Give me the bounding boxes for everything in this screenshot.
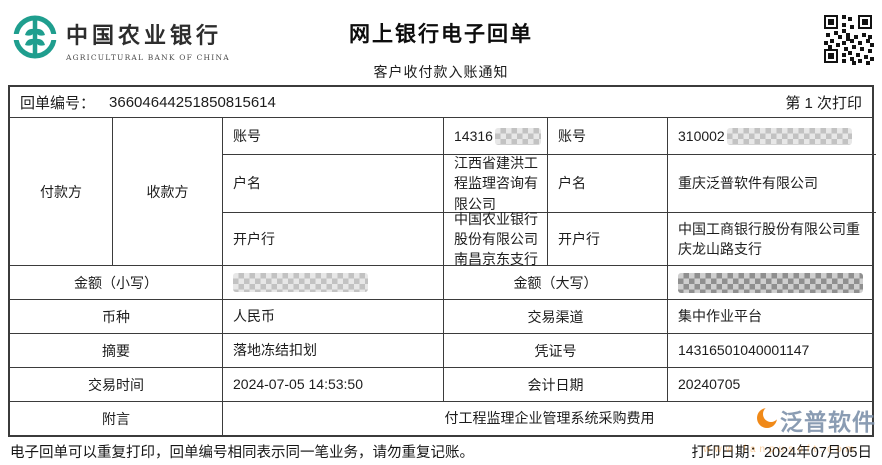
bank-name-block: 中国农业银行 AGRICULTURAL BANK OF CHINA	[66, 18, 230, 62]
payee-account-value: 310002	[667, 118, 876, 154]
receipt-number-row: 回单编号： 36604644251850815614 第 1 次打印	[10, 87, 872, 117]
currency-value: 人民币	[222, 300, 443, 333]
summary-row: 摘要 落地冻结扣划 凭证号 14316501040001147	[10, 333, 872, 367]
payer-section-label: 付款方	[40, 183, 82, 200]
payee-bank-label: 开户行	[547, 212, 667, 265]
payer-bank-label: 开户行	[222, 212, 443, 265]
amount-row: 金额（小写） 金额（大写）	[10, 265, 872, 299]
acct-date-label: 会计日期	[443, 368, 667, 401]
print-date-value: 2024年07月05日	[763, 445, 872, 461]
summary-label: 摘要	[102, 342, 130, 359]
time-row: 交易时间 2024-07-05 14:53:50 会计日期 20240705	[10, 367, 872, 401]
payee-bank-value: 中国工商银行股份有限公司重庆龙山路支行	[667, 212, 876, 265]
fanpu-watermark: 泛普软件	[756, 403, 876, 437]
payer-account-value: 14316	[443, 118, 547, 154]
footer-note: 电子回单可以重复打印，回单编号相同表示同一笔业务，请勿重复记账。	[10, 445, 474, 461]
channel-value: 集中作业平台	[667, 300, 876, 333]
summary-value: 落地冻结扣划	[222, 334, 443, 367]
voucher-label: 凭证号	[443, 334, 667, 367]
amount-big-redacted	[678, 272, 863, 293]
payee-section-label: 收款方	[112, 118, 222, 265]
watermark-url: www.fanpusoft.com	[703, 444, 858, 455]
watermark-text: 泛普软件	[780, 409, 876, 435]
receipt-number-label: 回单编号：	[20, 94, 96, 112]
postscript-value: 付工程监理企业管理系统采购费用	[222, 402, 876, 435]
bank-name-cn: 中国农业银行	[66, 22, 223, 49]
bank-brand: 中国农业银行 AGRICULTURAL BANK OF CHINA	[12, 14, 230, 65]
print-date: 打印日期：2024年07月05日	[691, 441, 872, 462]
print-count: 第 1 次打印	[785, 94, 862, 112]
receipt-number-value: 36604644251850815614	[109, 93, 276, 111]
payee-name-value: 重庆泛普软件有限公司	[667, 154, 876, 212]
payer-account-visible: 14316	[454, 127, 493, 144]
receipt-header: 中国农业银行 AGRICULTURAL BANK OF CHINA 网上银行电子…	[0, 0, 882, 85]
page-title: 网上银行电子回单	[349, 23, 533, 46]
amount-small-label: 金额（小写）	[74, 274, 158, 291]
payee-account-visible: 310002	[678, 127, 725, 144]
receipt-table: 回单编号： 36604644251850815614 第 1 次打印 付款方 账…	[8, 85, 876, 437]
transaction-time-value: 2024-07-05 14:53:50	[222, 368, 443, 401]
page-subtitle: 客户收付款入账通知	[373, 64, 509, 80]
payer-account-label: 账号	[222, 118, 443, 154]
payer-name-label: 户名	[222, 154, 443, 212]
acct-date-value: 20240705	[667, 368, 876, 401]
transaction-time-label: 交易时间	[88, 376, 144, 393]
channel-label: 交易渠道	[443, 300, 667, 333]
qr-code	[822, 13, 874, 65]
postscript-label: 附言	[102, 410, 130, 427]
currency-label: 币种	[102, 308, 130, 325]
abc-bank-logo-icon	[12, 14, 58, 65]
title-block: 网上银行电子回单 客户收付款入账通知	[0, 18, 882, 82]
payee-name-label: 户名	[547, 154, 667, 212]
payer-account-redacted	[494, 127, 541, 145]
currency-row: 币种 人民币 交易渠道 集中作业平台	[10, 299, 872, 333]
amount-big-label: 金额（大写）	[443, 266, 667, 299]
print-date-label: 打印日期：	[691, 445, 764, 461]
amount-big-value	[667, 266, 876, 299]
fanpu-logo-icon	[756, 405, 779, 434]
bank-name-en: AGRICULTURAL BANK OF CHINA	[66, 52, 230, 62]
payee-account-label: 账号	[547, 118, 667, 154]
amount-small-value	[222, 266, 443, 299]
amount-small-redacted	[233, 273, 368, 292]
voucher-value: 14316501040001147	[667, 334, 876, 367]
postscript-row: 附言 付工程监理企业管理系统采购费用	[10, 401, 872, 435]
payee-account-redacted	[726, 127, 852, 145]
payer-name-value: 江西省建洪工程监理咨询有限公司	[443, 154, 547, 212]
parties-section: 付款方 账号 14316 收款方 账号 310002 户名 江西省建洪工程监理咨…	[10, 117, 876, 267]
payer-bank-value: 中国农业银行股份有限公司南昌京东支行	[443, 211, 547, 267]
